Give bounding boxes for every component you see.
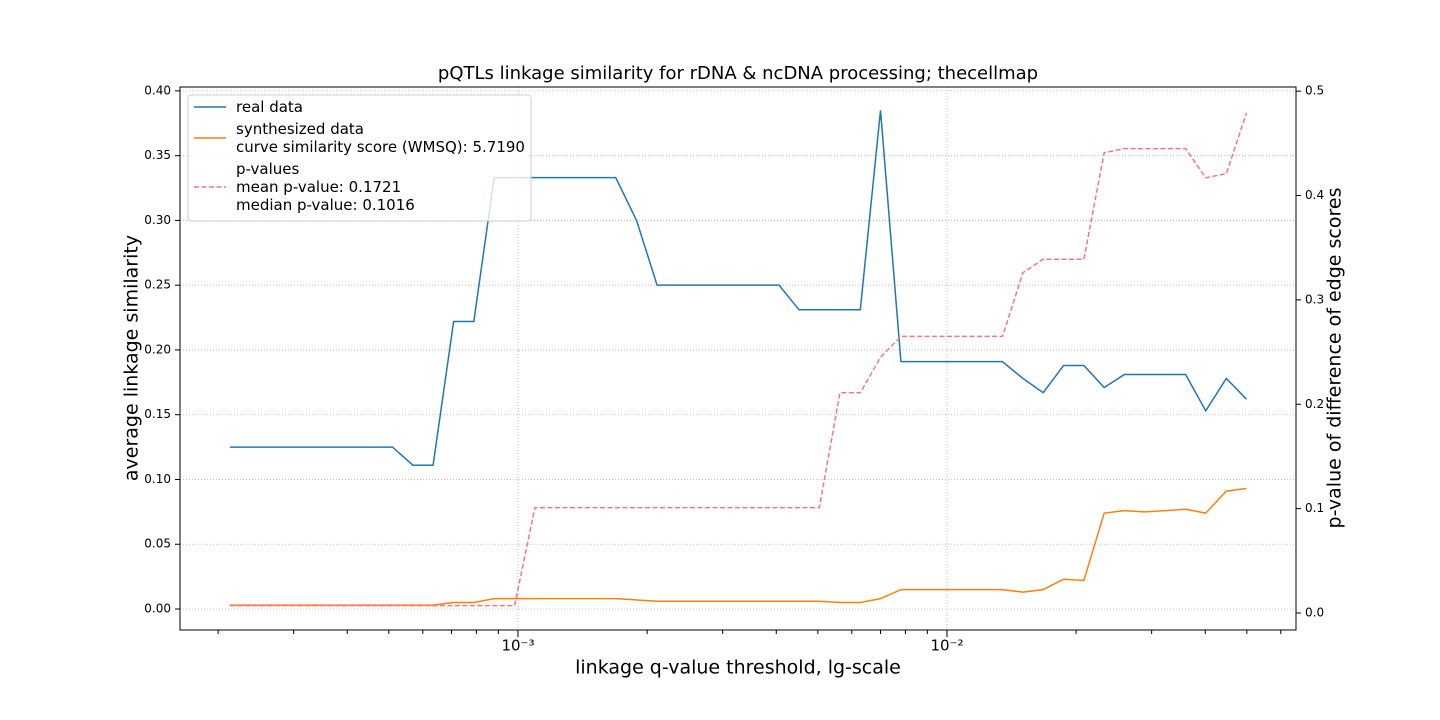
y2-tick-label: 0.3 bbox=[1305, 292, 1324, 306]
series-line bbox=[229, 110, 1247, 466]
chart-title: pQTLs linkage similarity for rDNA & ncDN… bbox=[438, 63, 1038, 84]
legend-label: synthesized data curve similarity score (… bbox=[236, 120, 525, 156]
y-tick-label: 0.35 bbox=[144, 148, 171, 162]
legend-label: p-values mean p-value: 0.1721 median p-val… bbox=[236, 160, 415, 214]
x-tick-label: 10⁻³ bbox=[501, 637, 534, 655]
y-tick-label: 0.40 bbox=[144, 83, 171, 97]
x-axis-label: linkage q-value threshold, lg-scale bbox=[575, 657, 901, 679]
legend-label: real data bbox=[236, 98, 303, 116]
y-tick-label: 0.30 bbox=[144, 213, 171, 227]
series-line bbox=[229, 112, 1248, 607]
legend: real data synthesized data curve similarit… bbox=[187, 94, 532, 222]
y2-tick-label: 0.4 bbox=[1305, 188, 1324, 202]
y2-tick-label: 0.2 bbox=[1305, 397, 1324, 411]
y-tick-label: 0.05 bbox=[144, 537, 171, 551]
y2-tick-label: 0.1 bbox=[1305, 501, 1324, 515]
y2-axis-label: p-value of difference of edge scores bbox=[1324, 188, 1346, 529]
y-axis-label: average linkage similarity bbox=[121, 235, 143, 481]
y-tick-label: 0.00 bbox=[144, 602, 171, 616]
y2-tick-label: 0.0 bbox=[1305, 605, 1324, 619]
y-tick-label: 0.25 bbox=[144, 278, 171, 292]
plot-frame bbox=[179, 86, 1297, 631]
x-tick-label: 10⁻² bbox=[930, 637, 963, 655]
y-tick-label: 0.20 bbox=[144, 342, 171, 356]
y-tick-label: 0.10 bbox=[144, 472, 171, 486]
y-tick-label: 0.15 bbox=[144, 407, 171, 421]
y2-tick-label: 0.5 bbox=[1305, 84, 1324, 98]
legend-box bbox=[187, 94, 532, 222]
